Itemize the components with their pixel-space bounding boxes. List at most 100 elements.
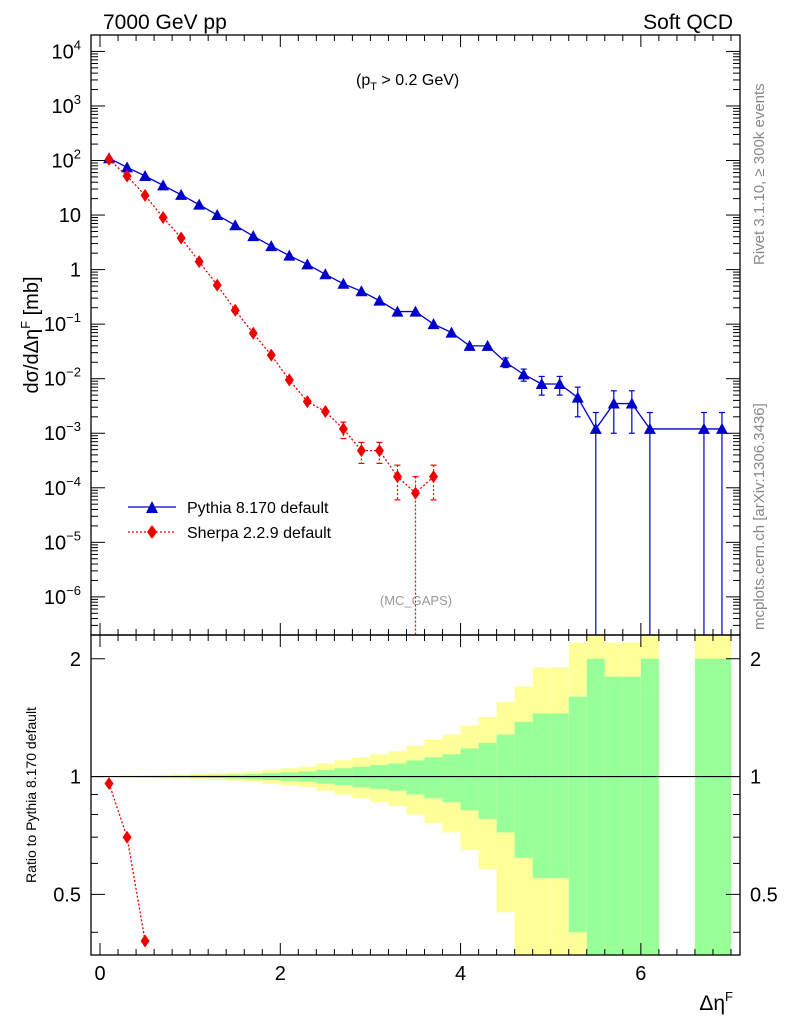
y-tick-label: 103 bbox=[52, 92, 81, 118]
data-point-sherpa bbox=[302, 395, 312, 409]
pt-cut-annotation: (pT > 0.2 GeV) bbox=[356, 72, 459, 93]
band-inner bbox=[604, 676, 623, 955]
ratio-y-tick-label-right: 0.5 bbox=[750, 884, 778, 906]
band-inner bbox=[478, 742, 497, 819]
data-point-pythia bbox=[121, 161, 134, 173]
ratio-frame bbox=[90, 634, 741, 956]
band-inner bbox=[622, 676, 641, 955]
data-point-sherpa bbox=[374, 444, 384, 458]
y-tick-label: 102 bbox=[52, 147, 81, 173]
data-point-pythia bbox=[157, 179, 170, 191]
data-point-pythia bbox=[571, 391, 584, 403]
data-point-sherpa bbox=[338, 422, 348, 436]
data-point-pythia bbox=[643, 422, 656, 434]
data-point-sherpa bbox=[158, 211, 168, 225]
y-tick-label: 104 bbox=[52, 37, 81, 63]
band-inner bbox=[694, 658, 713, 955]
main-y-axis-label-sup: F bbox=[18, 321, 33, 329]
data-point-sherpa bbox=[230, 303, 240, 317]
x-axis-label: ΔηF bbox=[699, 989, 733, 1015]
band-inner bbox=[460, 748, 479, 811]
data-point-pythia bbox=[229, 219, 242, 231]
data-point-pythia bbox=[301, 258, 314, 270]
y-tick-label: 10−4 bbox=[44, 474, 81, 500]
energy-label: 7000 GeV pp bbox=[103, 11, 227, 34]
y-tick-label: 10−3 bbox=[44, 419, 81, 445]
data-point-sherpa bbox=[429, 470, 439, 484]
data-point-sherpa bbox=[356, 444, 366, 458]
data-point-pythia bbox=[247, 230, 260, 242]
series-line-sherpa bbox=[108, 158, 434, 494]
data-point-pythia bbox=[373, 294, 386, 306]
band-inner bbox=[514, 721, 533, 858]
data-point-pythia bbox=[175, 188, 188, 200]
band-inner bbox=[568, 696, 587, 933]
y-tick-label: 10−5 bbox=[44, 528, 81, 554]
y-tick-label: 10 bbox=[59, 205, 81, 227]
y-tick-label: 10−6 bbox=[44, 583, 81, 609]
data-point-sherpa bbox=[194, 255, 204, 269]
pt-cut-sub: T bbox=[370, 81, 377, 93]
band-inner bbox=[406, 760, 425, 795]
band-inner bbox=[496, 734, 515, 833]
band-inner bbox=[640, 658, 659, 955]
band-inner bbox=[442, 754, 461, 803]
data-point-pythia bbox=[517, 368, 530, 380]
data-point-pythia bbox=[337, 277, 350, 289]
data-point-pythia bbox=[607, 397, 620, 409]
data-point-pythia bbox=[409, 305, 422, 317]
ratio-panel-content bbox=[91, 775, 740, 948]
band-inner bbox=[586, 658, 605, 955]
pt-cut-prefix: (p bbox=[356, 72, 370, 89]
data-point-pythia bbox=[355, 285, 368, 297]
rivet-version-label: Rivet 3.1.10, ≥ 300k events bbox=[751, 83, 768, 265]
data-point-sherpa bbox=[284, 373, 294, 387]
data-point-sherpa bbox=[176, 231, 186, 245]
legend-marker-pythia bbox=[146, 501, 158, 513]
data-point-pythia bbox=[481, 339, 494, 351]
ratio-y-tick-label-left: 1 bbox=[70, 767, 81, 789]
main-y-axis-label-unit: [mb] bbox=[21, 276, 43, 320]
data-point-pythia bbox=[535, 377, 548, 389]
ratio-y-tick-label-right: 2 bbox=[750, 649, 761, 671]
x-tick-label: 2 bbox=[275, 963, 286, 985]
main-y-axis-label-text: dσ/dΔη bbox=[21, 329, 43, 394]
data-point-pythia bbox=[553, 377, 566, 389]
data-point-pythia bbox=[715, 422, 728, 434]
data-point-sherpa bbox=[392, 470, 402, 484]
x-tick-label: 4 bbox=[455, 963, 466, 985]
main-panel-content bbox=[103, 152, 728, 635]
ratio-uncertainty-bands bbox=[100, 635, 731, 955]
data-point-pythia bbox=[697, 422, 710, 434]
ratio-y-tick-label-right: 1 bbox=[750, 767, 761, 789]
data-point-pythia bbox=[463, 339, 476, 351]
ratio-line-sherpa bbox=[108, 783, 146, 942]
data-point-pythia bbox=[589, 422, 602, 434]
ratio-y-axis-label: Ratio to Pythia 8.170 default bbox=[23, 707, 39, 883]
ratio-point-sherpa bbox=[104, 777, 114, 791]
data-point-pythia bbox=[139, 170, 152, 182]
main-y-axis-label: dσ/dΔηF [mb] bbox=[18, 276, 43, 393]
data-point-pythia bbox=[499, 356, 512, 368]
data-point-pythia bbox=[427, 318, 440, 330]
data-point-pythia bbox=[445, 326, 458, 338]
axes: 0 2 4 610410310210110−110−210−310−410−510−6… bbox=[44, 34, 778, 985]
data-point-pythia bbox=[265, 240, 278, 252]
legend-marker-sherpa bbox=[147, 525, 157, 539]
y-tick-label: 10−1 bbox=[44, 310, 81, 336]
band-inner bbox=[550, 713, 569, 879]
legend: Pythia 8.170 default Sherpa 2.2.9 defaul… bbox=[128, 500, 332, 542]
data-point-pythia bbox=[211, 209, 224, 221]
series-line-pythia bbox=[108, 157, 722, 431]
data-point-pythia bbox=[283, 249, 296, 261]
data-point-sherpa bbox=[248, 326, 258, 340]
data-point-sherpa bbox=[104, 152, 114, 166]
ratio-y-tick-label-left: 2 bbox=[70, 649, 81, 671]
data-point-pythia bbox=[625, 397, 638, 409]
data-point-pythia bbox=[319, 268, 332, 280]
y-tick-label: 10−2 bbox=[44, 365, 81, 391]
ratio-point-sherpa bbox=[122, 830, 132, 844]
process-label: Soft QCD bbox=[643, 11, 733, 34]
pt-cut-suffix: > 0.2 GeV) bbox=[377, 72, 459, 89]
